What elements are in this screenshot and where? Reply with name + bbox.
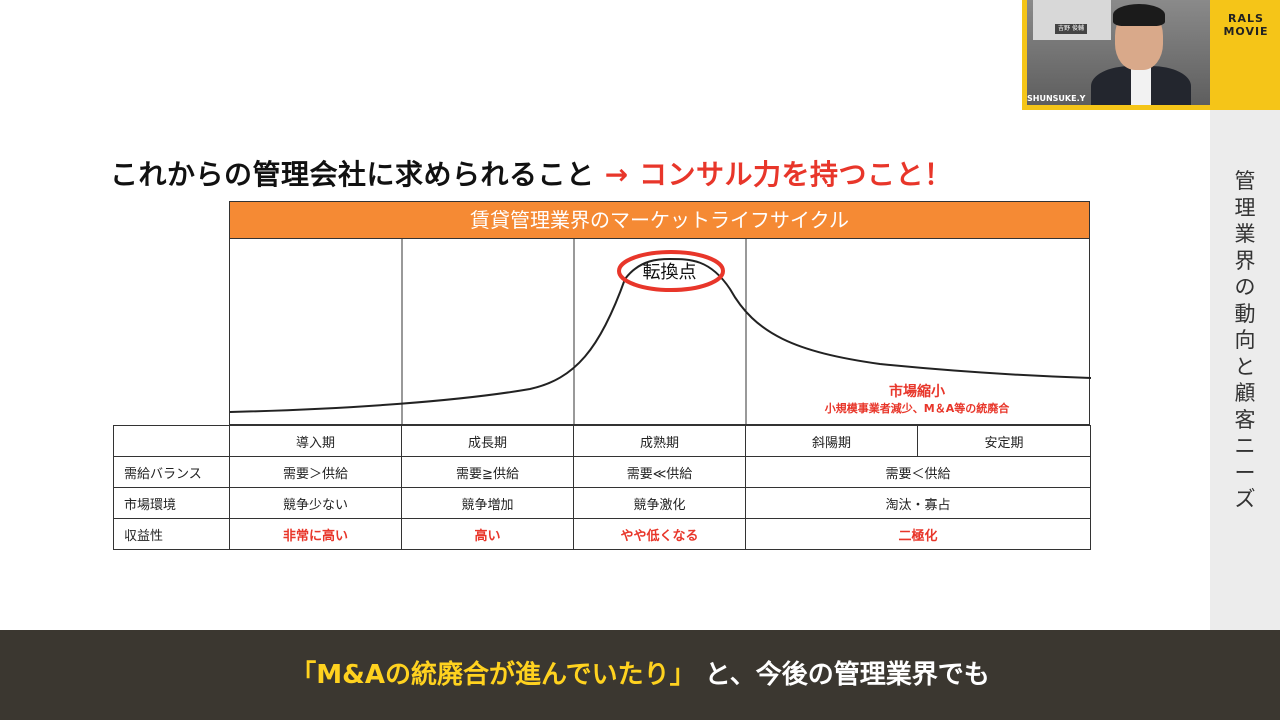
webcam-nameplate: 吉野 俊輔	[1055, 24, 1087, 34]
table-row: 収益性 非常に高い 高い やや低くなる 二極化	[113, 518, 1091, 550]
slide-title: これからの管理会社に求められること → コンサル力を持つこと！	[110, 155, 952, 195]
lifecycle-curve-svg	[230, 239, 1091, 425]
caption-text: 「M&Aの統廃合が進んでいたり」 と、今後の管理業界でも	[0, 630, 1280, 720]
table-cell: 競争増加	[401, 487, 574, 519]
lifecycle-chart	[229, 239, 1091, 425]
caption-rest: と、今後の管理業界でも	[704, 660, 990, 690]
section-sidebar-text: 管理業界の動向と顧客ニーズ	[1234, 169, 1256, 511]
table-cell: 競争激化	[573, 487, 746, 519]
slide-title-main: これからの管理会社に求められること	[110, 158, 595, 191]
market-shrink-title: 市場縮小	[889, 384, 945, 400]
row-label: 市場環境	[113, 487, 230, 519]
market-shrink-detail: 小規模事業者減少、M＆A等の統廃合	[824, 402, 1010, 415]
table-cell: 淘汰・寡占	[745, 487, 1091, 519]
caption-bar	[0, 630, 1280, 720]
table-cell: 競争少ない	[229, 487, 402, 519]
caption-quoted: 「M&Aの統廃合が進んでいたり」	[290, 660, 696, 690]
stage-header: 斜陽期	[745, 425, 918, 457]
stage-header: 導入期	[229, 425, 402, 457]
stage-header: 成熟期	[573, 425, 746, 457]
market-curve	[230, 257, 1091, 413]
speaker-name-label: SHUNSUKE.Y	[1027, 94, 1086, 103]
table-cell: 非常に高い	[229, 518, 402, 550]
table-cell: 需要＞供給	[229, 456, 402, 488]
turning-point-circle	[617, 250, 725, 292]
webcam-whiteboard: 吉野 俊輔	[1033, 0, 1111, 40]
slide-title-accent: → コンサル力を持つこと！	[604, 158, 953, 191]
table-cell: 二極化	[745, 518, 1091, 550]
row-label: 需給バランス	[113, 456, 230, 488]
table-row: 市場環境 競争少ない 競争増加 競争激化 淘汰・寡占	[113, 487, 1091, 519]
person-hair	[1113, 4, 1165, 26]
table-row: 需給バランス 需要＞供給 需要≧供給 需要≪供給 需要＜供給	[113, 456, 1091, 488]
chart-header: 賃貸管理業界のマーケットライフサイクル	[229, 201, 1090, 239]
webcam-video: 吉野 俊輔	[1027, 0, 1210, 105]
brand-logo: RALS MOVIE	[1214, 12, 1278, 38]
table-cell: 高い	[401, 518, 574, 550]
table-cell: 需要＜供給	[745, 456, 1091, 488]
stage-table: 導入期 成長期 成熟期 斜陽期 安定期 需給バランス 需要＞供給 需要≧供給 需…	[113, 425, 1091, 550]
stage-header: 安定期	[917, 425, 1091, 457]
section-sidebar	[1210, 110, 1280, 630]
market-shrink-annotation: 市場縮小 小規模事業者減少、M＆A等の統廃合	[812, 383, 1022, 417]
brand-logo-line2: MOVIE	[1223, 25, 1269, 38]
row-label: 収益性	[113, 518, 230, 550]
brand-logo-line1: RALS	[1228, 12, 1264, 25]
table-row: 導入期 成長期 成熟期 斜陽期 安定期	[113, 425, 1091, 457]
stage-header: 成長期	[401, 425, 574, 457]
table-cell: やや低くなる	[573, 518, 746, 550]
table-cell: 需要≧供給	[401, 456, 574, 488]
table-cell: 需要≪供給	[573, 456, 746, 488]
turning-point-label: 転換点	[642, 262, 697, 283]
person-shirt	[1131, 66, 1151, 105]
table-corner-cell	[113, 425, 230, 457]
